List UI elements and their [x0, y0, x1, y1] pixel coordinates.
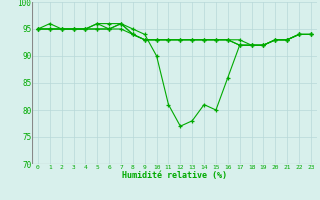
X-axis label: Humidité relative (%): Humidité relative (%) — [122, 171, 227, 180]
